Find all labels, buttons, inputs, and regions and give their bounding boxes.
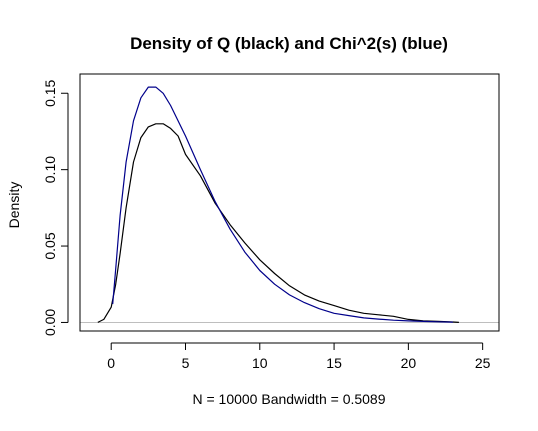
x-tick-label: 15 — [326, 355, 342, 371]
x-tick-label: 10 — [252, 355, 268, 371]
x-axis-label: N = 10000 Bandwidth = 0.5089 — [192, 391, 385, 407]
x-tick-label: 0 — [107, 355, 115, 371]
density-line-1 — [97, 123, 459, 323]
y-tick-label: 0.10 — [42, 156, 58, 183]
y-tick-label: 0.05 — [42, 232, 58, 259]
axes: 0 5 10 15 20 25 0.00 0.05 0.10 0.15 — [42, 79, 491, 371]
plot-area — [80, 86, 499, 323]
y-tick-label: 0.00 — [42, 309, 58, 336]
x-tick-label: 20 — [401, 355, 417, 371]
chart-title: Density of Q (black) and Chi^2(s) (blue) — [130, 34, 448, 53]
x-tick-label: 5 — [182, 355, 190, 371]
y-axis-label: Density — [6, 182, 22, 229]
density-line-2 — [112, 86, 453, 323]
y-tick-label: 0.15 — [42, 79, 58, 106]
x-tick-label: 25 — [475, 355, 491, 371]
plot-frame — [79, 73, 500, 332]
